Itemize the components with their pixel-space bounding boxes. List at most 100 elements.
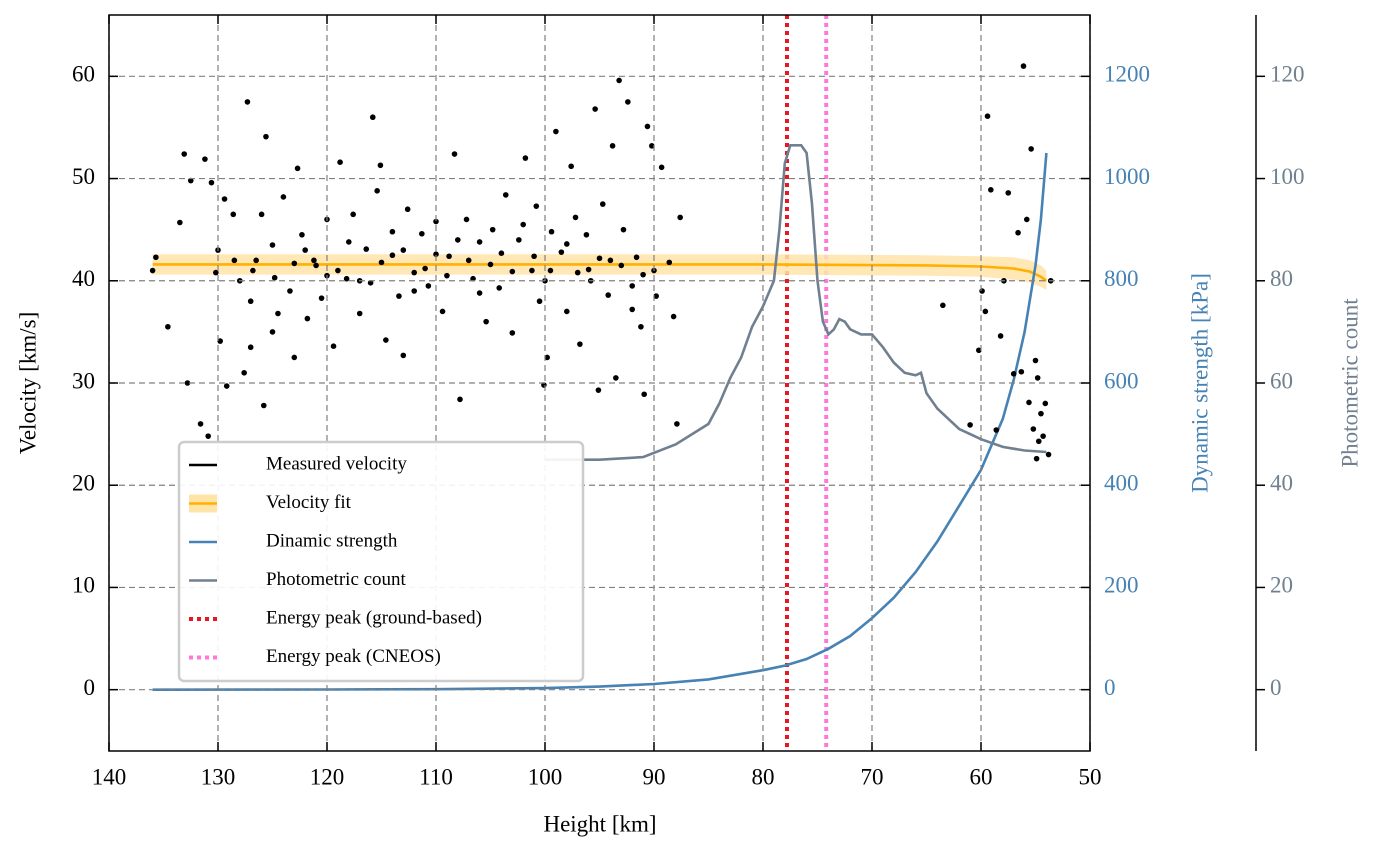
x-tick-label: 50 [1079, 764, 1102, 789]
data-point [487, 261, 494, 268]
data-point [181, 151, 188, 157]
data-point [984, 113, 991, 119]
legend-label: Dinamic strength [266, 530, 398, 551]
data-point [244, 99, 251, 105]
data-point [618, 262, 625, 269]
data-point [595, 387, 602, 393]
data-point [509, 268, 516, 275]
data-point [536, 298, 543, 305]
data-point [993, 427, 1000, 433]
data-point [400, 352, 407, 359]
data-point [653, 293, 659, 299]
data-point [592, 106, 598, 112]
data-point [446, 253, 452, 260]
data-point [509, 330, 516, 336]
data-point [572, 214, 579, 221]
y2-tick-label: 200 [1104, 573, 1139, 598]
data-point [640, 271, 646, 278]
data-point [165, 323, 171, 330]
data-point [649, 143, 655, 149]
y-tick-label: 40 [72, 266, 95, 291]
data-point [202, 156, 208, 162]
data-point [613, 375, 619, 381]
x-tick-label: 110 [419, 764, 453, 789]
data-point [444, 272, 450, 279]
data-point [564, 308, 570, 315]
data-point [1020, 63, 1027, 69]
data-point [299, 231, 305, 238]
data-point [489, 226, 496, 233]
data-point [153, 254, 159, 261]
data-point [463, 216, 470, 223]
data-point [483, 318, 489, 325]
data-point [302, 247, 309, 253]
data-point [422, 265, 428, 272]
data-point [439, 308, 446, 315]
data-point [337, 159, 343, 165]
data-point [568, 163, 574, 170]
data-point [433, 251, 439, 257]
data-point [275, 310, 281, 317]
data-point [1034, 375, 1041, 381]
data-point [558, 249, 565, 255]
data-point [516, 237, 522, 243]
data-point [666, 259, 673, 266]
data-point [377, 162, 384, 169]
data-point [1042, 400, 1049, 407]
data-point [457, 396, 463, 403]
data-point [1035, 438, 1042, 445]
y-tick-label: 0 [84, 675, 96, 700]
data-point [208, 179, 215, 186]
data-point [476, 290, 483, 296]
series-line [545, 144, 1047, 461]
data-point [1045, 451, 1052, 458]
data-point [544, 354, 550, 361]
data-point [553, 128, 559, 135]
data-point [1018, 368, 1025, 375]
data-point [411, 269, 418, 276]
y3-tick-label: 80 [1270, 266, 1293, 291]
data-point [291, 260, 298, 267]
data-point [260, 402, 267, 409]
data-point [520, 221, 526, 228]
data-point [476, 239, 483, 245]
y-tick-label: 10 [72, 573, 95, 598]
data-point [253, 257, 259, 264]
data-point [419, 230, 425, 237]
data-point [451, 151, 458, 157]
data-point [531, 253, 537, 260]
data-point [1023, 216, 1030, 223]
data-point [1028, 146, 1034, 152]
data-point [205, 433, 211, 439]
data-point [1005, 190, 1012, 196]
y3-tick-label: 100 [1270, 164, 1305, 189]
data-point [187, 177, 194, 184]
data-point [940, 302, 946, 309]
legend-label: Energy peak (CNEOS) [266, 646, 441, 667]
data-point [574, 269, 581, 276]
data-point [997, 333, 1004, 339]
data-point [250, 267, 256, 274]
data-point [247, 344, 254, 351]
data-point [658, 164, 665, 171]
data-point [247, 298, 254, 305]
y2-tick-label: 1000 [1104, 164, 1150, 189]
data-point [335, 267, 341, 274]
y3-axis-label: Photometric count [1337, 298, 1362, 468]
data-point [522, 155, 529, 161]
y2-tick-label: 600 [1104, 368, 1139, 393]
y3-tick-label: 0 [1270, 675, 1282, 700]
data-point [318, 295, 325, 301]
data-point [670, 313, 677, 320]
data-point [1038, 410, 1044, 417]
data-point [291, 354, 298, 361]
y2-tick-label: 800 [1104, 266, 1139, 291]
data-point [644, 123, 651, 130]
data-point [498, 250, 505, 256]
x-tick-label: 90 [643, 764, 666, 789]
data-point [988, 187, 994, 193]
data-point [269, 242, 276, 248]
data-point [269, 329, 276, 335]
data-point [287, 288, 293, 294]
data-point [389, 228, 396, 235]
